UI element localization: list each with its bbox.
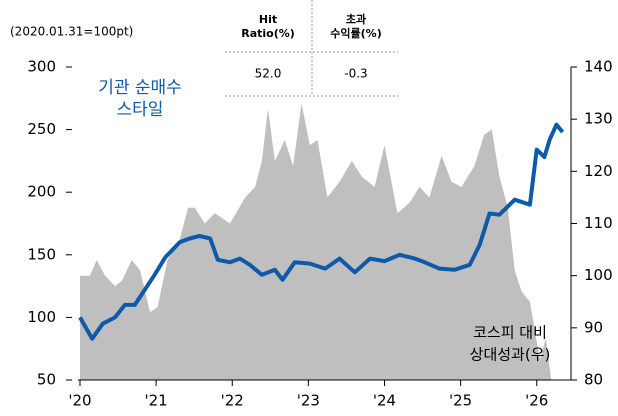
y-tick-label: 200: [27, 183, 56, 201]
y-tick-label: 100: [27, 308, 56, 326]
y2-tick-label: 80: [584, 371, 603, 389]
y2-tick-label: 100: [584, 266, 613, 284]
table-header: Hit: [259, 13, 277, 26]
table-value: -0.3: [344, 67, 367, 81]
y-tick-label: 50: [37, 371, 56, 389]
subtitle: (2020.01.31=100pt): [10, 25, 133, 39]
y2-tick-label: 90: [584, 318, 603, 336]
series-label: 상대성과(우): [470, 346, 551, 364]
x-tick-label: '22: [221, 392, 244, 410]
x-tick-label: '26: [525, 392, 548, 410]
table-value: 52.0: [255, 67, 282, 81]
y2-tick-label: 120: [584, 162, 613, 180]
y2-tick-label: 110: [584, 214, 613, 232]
table-header: 수익률(%): [330, 27, 381, 40]
x-tick-label: '20: [68, 392, 91, 410]
series-label: 스타일: [117, 100, 164, 120]
series-label: 코스피 대비: [473, 324, 547, 342]
y-tick-label: 300: [27, 58, 56, 76]
area: [80, 103, 552, 380]
x-tick-label: '25: [449, 392, 472, 410]
y2-tick-label: 130: [584, 110, 613, 128]
x-tick-label: '23: [297, 392, 320, 410]
y2-tick-label: 140: [584, 58, 613, 76]
plot: [78, 103, 565, 380]
x-tick-label: '24: [373, 392, 396, 410]
table-header: Ratio(%): [241, 27, 295, 40]
x-tick-label: '21: [145, 392, 168, 410]
y-tick-label: 150: [27, 245, 56, 263]
y-tick-label: 250: [27, 120, 56, 138]
series-label: 기관 순매수: [98, 78, 182, 98]
table-header: 초과: [346, 12, 366, 26]
line: [78, 122, 565, 341]
